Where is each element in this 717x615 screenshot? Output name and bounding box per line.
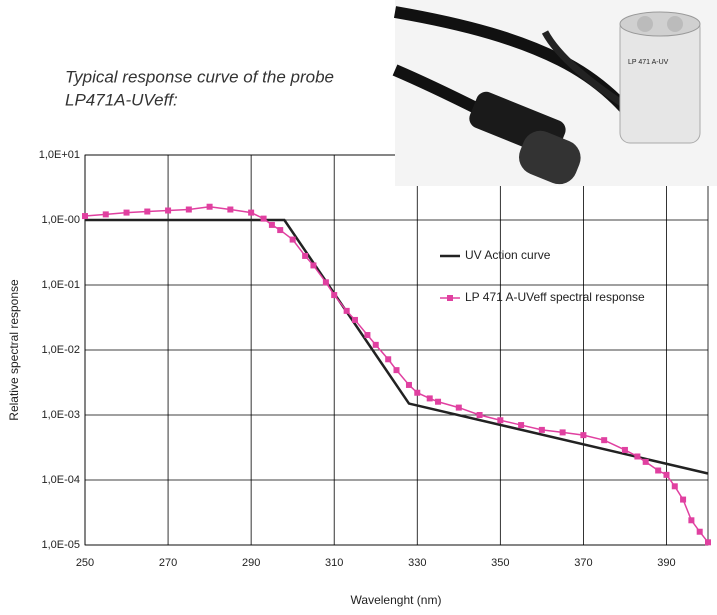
x-tick-label: 290 [242,557,260,569]
series-marker [364,332,371,339]
series-marker [343,307,350,314]
series-marker [82,213,88,220]
series-marker [538,426,545,433]
series-marker [393,367,400,374]
title-line: Typical response curve of the probe [65,67,334,86]
series-marker [518,422,525,429]
x-tick-label: 310 [325,557,343,569]
x-tick-label: 370 [574,557,592,569]
series-marker [289,236,296,243]
y-tick-label: 1,0E-00 [41,214,80,226]
series-marker [621,446,628,453]
plot: 1,0E+01 1,0E-00 1,0E-01 1,0E-02 1,0E-03 1,0E-… [39,149,711,569]
photo-label: LP 471 A-UV [628,59,669,66]
y-tick-label: 1,0E-03 [41,409,80,421]
legend-label: UV Action curve [465,248,551,262]
series-marker [385,356,392,363]
series-marker [405,381,412,388]
series-marker [663,471,670,478]
series-marker [227,206,234,213]
series-marker [260,215,267,222]
series-marker [102,211,109,218]
series-marker [435,398,442,405]
series-marker [331,292,338,299]
series-marker [414,389,421,396]
series-marker [634,453,641,460]
series-marker [601,437,608,444]
series-marker [123,209,130,216]
series-marker [277,227,284,234]
series-marker [268,221,275,228]
x-tick-label: 350 [491,557,509,569]
series-marker [310,262,317,269]
y-axis-label: Relative spectral response [7,279,21,421]
series-marker [688,517,695,524]
series-marker [248,209,255,216]
series-marker [185,206,192,213]
x-tick-label: 250 [76,557,94,569]
series-marker [165,207,172,214]
series-marker [455,404,462,411]
y-tick-label: 1,0E-05 [41,539,80,551]
series-marker [351,316,358,323]
y-tick-label: 1,0E-01 [41,279,80,291]
series-marker [696,528,703,535]
series-marker [642,458,649,465]
y-tick-label: 1,0E-02 [41,344,80,356]
series-marker [426,395,433,402]
series-marker [671,483,678,490]
series-marker [322,279,329,286]
series-marker [705,539,711,546]
series-marker [497,417,504,424]
y-tick-label: 1,0E-04 [41,474,80,486]
x-tick-label: 330 [408,557,426,569]
x-tick-label: 390 [657,557,675,569]
series-marker [206,203,213,210]
series-marker [559,429,566,436]
series-marker [302,252,309,259]
x-axis-label: Wavelenght (nm) [351,593,442,607]
series-marker [680,496,687,503]
series-marker [144,208,151,215]
legend-swatch-marker [447,295,453,301]
y-tick-label: 1,0E+01 [39,149,80,161]
series-marker [476,412,483,418]
legend-label: LP 471 A-UVeff spectral response [465,290,645,304]
x-tick-label: 270 [159,557,177,569]
series-marker [655,467,662,474]
title-line: LP471A-UVeff: [65,90,178,109]
series-marker [580,432,587,439]
series-marker [372,341,379,348]
product-photo: LP 471 A-UV [392,0,717,186]
